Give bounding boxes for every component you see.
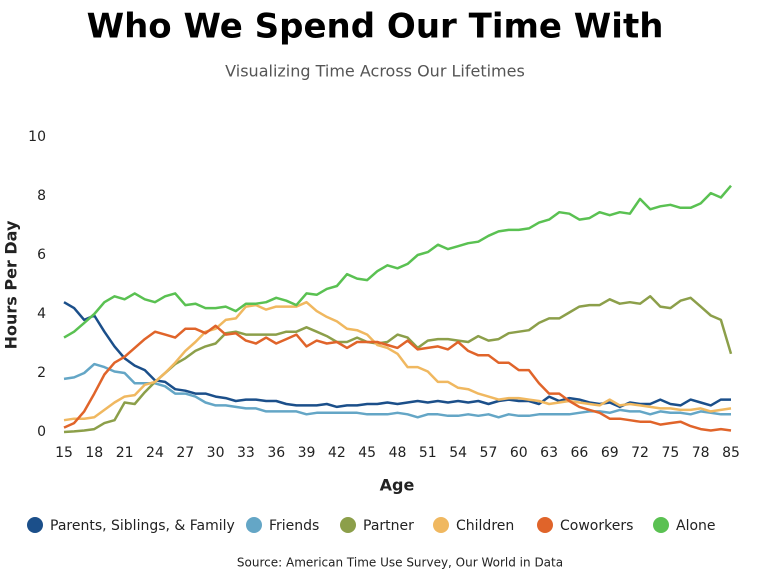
y-tick-label: 2 xyxy=(37,365,46,381)
x-tick-label: 63 xyxy=(540,445,558,461)
series-line xyxy=(63,300,732,422)
x-tick-label: 48 xyxy=(389,445,407,461)
x-tick-label: 45 xyxy=(358,445,376,461)
legend-swatch xyxy=(653,517,669,533)
x-tick-label: 21 xyxy=(116,445,134,461)
x-tick-label: 66 xyxy=(570,445,588,461)
legend-swatch xyxy=(537,517,553,533)
y-tick-label: 0 xyxy=(37,424,46,440)
x-axis-label: Age xyxy=(380,476,415,495)
x-tick-label: 18 xyxy=(85,445,103,461)
x-tick-label: 75 xyxy=(661,445,679,461)
y-tick-label: 6 xyxy=(37,247,46,263)
x-tick-label: 39 xyxy=(298,445,316,461)
x-tick-label: 69 xyxy=(601,445,619,461)
series-line xyxy=(63,301,731,409)
legend-swatch xyxy=(246,517,262,533)
chart-title: Who We Spend Our Time With xyxy=(87,7,664,47)
y-tick-label: 10 xyxy=(28,129,46,145)
x-tick-label: 24 xyxy=(146,445,164,461)
series-line xyxy=(63,362,731,419)
x-tick-label: 57 xyxy=(480,445,498,461)
series-line xyxy=(63,184,732,339)
x-tick-label: 27 xyxy=(176,445,194,461)
x-tick-label: 36 xyxy=(267,445,285,461)
legend-label: Alone xyxy=(676,518,716,534)
legend-swatch xyxy=(433,517,449,533)
x-tick-label: 42 xyxy=(328,445,346,461)
x-tick-label: 54 xyxy=(449,445,467,461)
x-tick-label: 72 xyxy=(631,445,649,461)
x-tick-label: 51 xyxy=(419,445,437,461)
y-axis-label: Hours Per Day xyxy=(2,220,21,349)
legend-label: Coworkers xyxy=(560,518,633,534)
legend-swatch xyxy=(340,517,356,533)
legend-label: Children xyxy=(456,518,514,534)
x-tick-label: 78 xyxy=(692,445,710,461)
x-tick-label: 15 xyxy=(55,445,73,461)
x-tick-label: 33 xyxy=(237,445,255,461)
x-tick-label: 85 xyxy=(722,445,740,461)
legend-label: Friends xyxy=(269,518,319,534)
y-tick-label: 8 xyxy=(37,188,46,204)
legend-label: Partner xyxy=(363,518,414,534)
series-line xyxy=(63,324,732,432)
chart-subtitle: Visualizing Time Across Our Lifetimes xyxy=(225,62,525,81)
x-tick-label: 30 xyxy=(207,445,225,461)
y-tick-label: 4 xyxy=(37,306,46,322)
source: Source: American Time Use Survey, Our Wo… xyxy=(237,556,563,570)
x-tick-label: 60 xyxy=(510,445,528,461)
legend-label: Parents, Siblings, & Family xyxy=(50,518,235,534)
legend-swatch xyxy=(27,517,43,533)
